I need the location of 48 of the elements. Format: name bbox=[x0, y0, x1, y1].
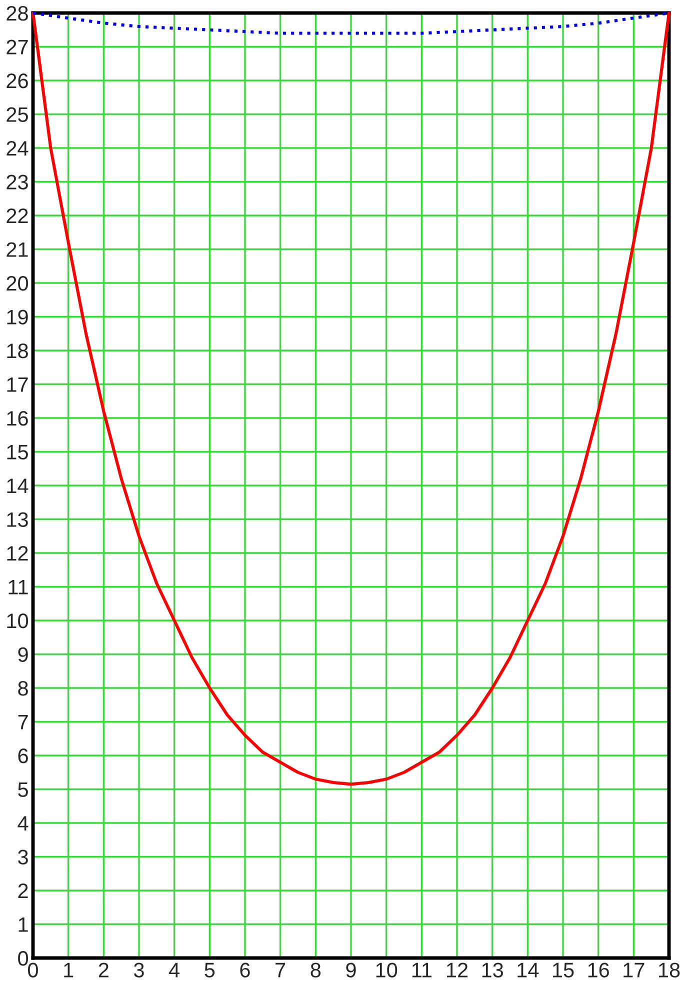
y-tick-label: 15 bbox=[7, 444, 28, 460]
x-tick-label: 3 bbox=[134, 962, 144, 978]
y-tick-label: 24 bbox=[6, 141, 28, 156]
x-tick-label: 18 bbox=[659, 962, 680, 978]
x-tick-label: 13 bbox=[482, 962, 504, 978]
x-tick-label: 4 bbox=[169, 962, 180, 978]
y-tick-label: 7 bbox=[18, 714, 28, 730]
x-tick-label: 5 bbox=[204, 962, 215, 978]
x-tick-label: 17 bbox=[624, 962, 644, 978]
y-tick-label: 27 bbox=[6, 40, 28, 54]
x-tick-label: 16 bbox=[588, 962, 610, 978]
y-tick-label: 23 bbox=[6, 174, 28, 190]
y-tick-label: 11 bbox=[8, 580, 28, 594]
y-tick-label: 26 bbox=[6, 74, 28, 88]
y-tick-label: 1 bbox=[18, 917, 28, 932]
x-tick-label: 15 bbox=[553, 962, 574, 978]
x-tick-label: 7 bbox=[276, 962, 286, 978]
x-tick-label: 6 bbox=[240, 962, 250, 978]
y-tick-label: 4 bbox=[18, 816, 28, 831]
y-tick-label: 14 bbox=[7, 478, 28, 494]
x-tick-label: 10 bbox=[376, 962, 398, 978]
y-tick-label: 28 bbox=[6, 6, 28, 21]
y-tick-label: 8 bbox=[18, 681, 28, 696]
y-tick-label: 2 bbox=[18, 884, 28, 898]
x-tick-label: 14 bbox=[518, 962, 539, 978]
x-tick-label: 0 bbox=[28, 962, 38, 978]
x-tick-label: 12 bbox=[447, 962, 468, 978]
y-tick-label: 9 bbox=[18, 647, 28, 662]
x-tick-label: 11 bbox=[412, 962, 432, 978]
x-tick-label: 8 bbox=[310, 962, 321, 978]
y-tick-label: 20 bbox=[6, 276, 28, 291]
y-tick-label: 13 bbox=[7, 512, 28, 528]
y-tick-label: 22 bbox=[6, 208, 28, 224]
y-tick-label: 6 bbox=[18, 748, 28, 764]
y-tick-label: 21 bbox=[6, 242, 28, 257]
y-tick-label: 18 bbox=[7, 344, 28, 358]
y-tick-label: 19 bbox=[7, 310, 28, 325]
y-tick-label: 3 bbox=[18, 850, 28, 865]
y-tick-label: 10 bbox=[7, 614, 28, 628]
x-tick-label: 2 bbox=[98, 962, 108, 978]
x-tick-label: 9 bbox=[346, 962, 356, 978]
y-tick-label: 12 bbox=[7, 546, 28, 561]
y-tick-label: 17 bbox=[7, 377, 28, 392]
y-tick-label: 5 bbox=[18, 782, 28, 798]
y-tick-label: 25 bbox=[6, 107, 28, 122]
x-tick-label: 1 bbox=[64, 962, 74, 978]
y-tick-label: 0 bbox=[18, 951, 28, 966]
y-tick-label: 16 bbox=[7, 411, 28, 426]
